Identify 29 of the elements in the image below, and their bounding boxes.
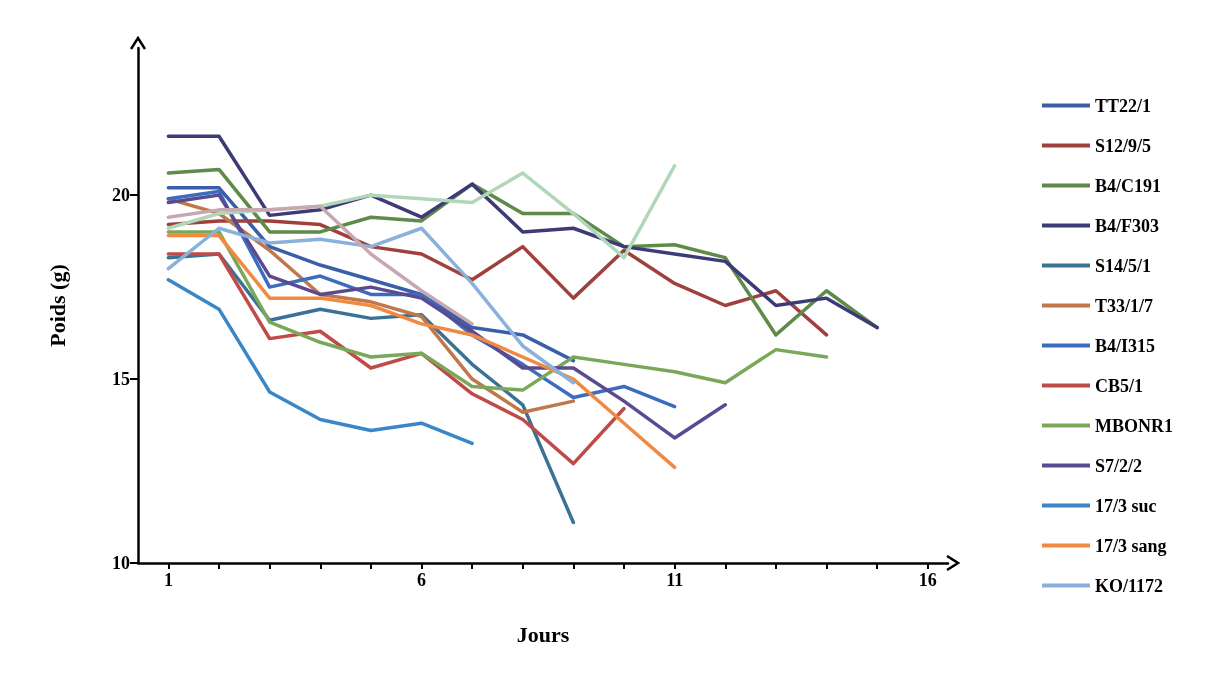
y-tick-label: 10 (112, 553, 130, 573)
line-series (166, 193, 727, 440)
line-series (166, 233, 677, 470)
y-tick-label: 20 (112, 185, 130, 206)
x-tick-label: 11 (666, 570, 684, 590)
line-series (166, 230, 829, 392)
legend-label: S12/9/5 (1095, 135, 1152, 156)
x-tick-label: 1 (163, 570, 173, 590)
line-series (166, 204, 474, 326)
legend-label: CB5/1 (1095, 375, 1144, 396)
legend-label: TT22/1 (1095, 95, 1152, 116)
legend-label: B4/C191 (1095, 175, 1162, 196)
legend-label: 17/3 suc (1095, 495, 1157, 516)
legend-label: S7/2/2 (1095, 455, 1143, 476)
legend-label: KO/1172 (1095, 575, 1164, 596)
x-tick-label: 6 (417, 570, 426, 590)
y-tick-label: 15 (112, 369, 130, 390)
y-axis-title: Poids (g) (44, 264, 70, 347)
x-tick-label: 16 (918, 570, 937, 590)
x-axis-title: Jours (516, 621, 570, 647)
legend-label: MBONR1 (1095, 415, 1174, 436)
line-series (166, 278, 474, 446)
line-series (166, 134, 879, 330)
legend-label: B4/F303 (1095, 215, 1160, 236)
legend-label: S14/5/1 (1095, 255, 1152, 276)
legend-label: T33/1/7 (1095, 295, 1154, 316)
legend-label: 17/3 sang (1095, 535, 1167, 556)
legend-label: B4/I315 (1095, 335, 1156, 356)
line-series (166, 226, 576, 385)
